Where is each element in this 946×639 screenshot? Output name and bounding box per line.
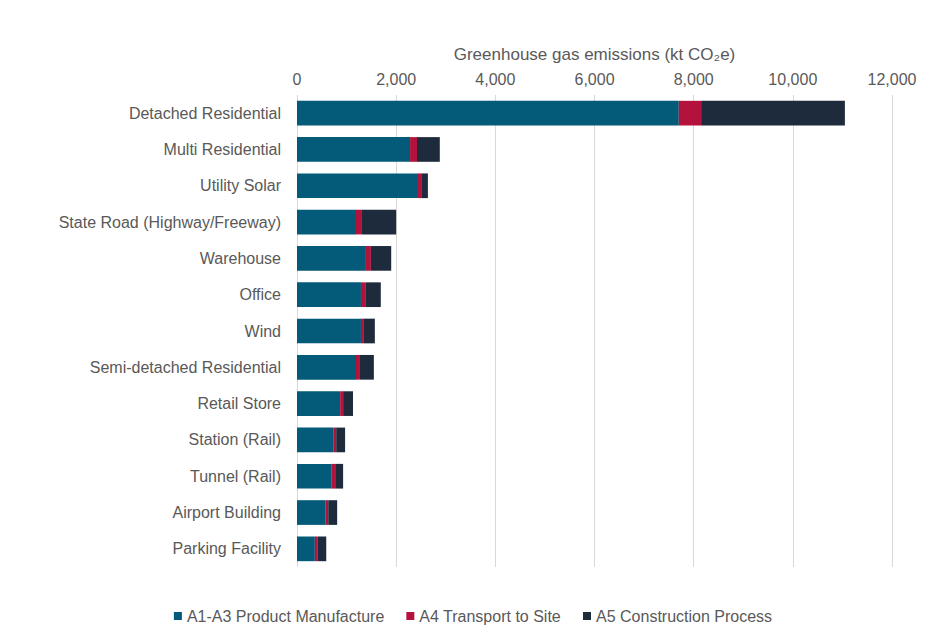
svg-text:8,000: 8,000	[674, 71, 714, 88]
svg-text:10,000: 10,000	[768, 71, 817, 88]
svg-text:Retail Store: Retail Store	[197, 395, 281, 412]
svg-text:6,000: 6,000	[574, 71, 614, 88]
svg-text:0: 0	[293, 71, 302, 88]
svg-text:Office: Office	[240, 286, 282, 303]
svg-text:2,000: 2,000	[376, 71, 416, 88]
svg-text:A1-A3 Product Manufacture: A1-A3 Product Manufacture	[187, 608, 385, 625]
svg-text:Parking Facility: Parking Facility	[173, 540, 281, 557]
svg-text:Utility Solar: Utility Solar	[200, 177, 282, 194]
svg-text:A4 Transport to Site: A4 Transport to Site	[419, 608, 561, 625]
svg-text:4,000: 4,000	[475, 71, 515, 88]
svg-text:Greenhouse gas emissions (kt C: Greenhouse gas emissions (kt CO₂e)	[454, 45, 736, 64]
svg-text:Tunnel (Rail): Tunnel (Rail)	[190, 468, 281, 485]
svg-text:Detached Residential: Detached Residential	[129, 105, 281, 122]
svg-text:Wind: Wind	[245, 323, 281, 340]
svg-text:Station (Rail): Station (Rail)	[189, 431, 281, 448]
svg-text:Multi Residential: Multi Residential	[164, 141, 281, 158]
svg-text:Semi-detached Residential: Semi-detached Residential	[90, 359, 281, 376]
svg-text:12,000: 12,000	[868, 71, 917, 88]
svg-text:Warehouse: Warehouse	[200, 250, 281, 267]
svg-text:Airport Building: Airport Building	[173, 504, 282, 521]
svg-text:State Road (Highway/Freeway): State Road (Highway/Freeway)	[59, 214, 281, 231]
svg-text:A5 Construction Process: A5 Construction Process	[596, 608, 772, 625]
